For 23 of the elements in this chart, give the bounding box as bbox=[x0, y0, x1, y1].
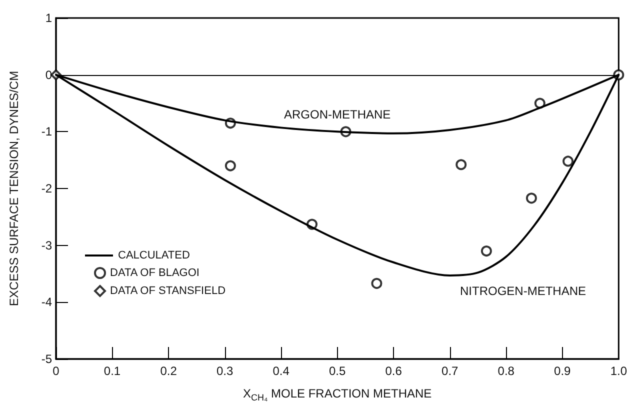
x-tick-label: 0.1 bbox=[104, 364, 121, 378]
legend-label: DATA OF STANSFIELD bbox=[110, 285, 226, 297]
y-tick-label: 1 bbox=[45, 11, 52, 25]
legend-label: CALCULATED bbox=[118, 250, 190, 262]
y-tick-label: -1 bbox=[41, 124, 52, 139]
x-tick-label: 0.2 bbox=[160, 364, 178, 378]
x-tick-label: 0.7 bbox=[442, 364, 459, 378]
x-tick-label: 0.5 bbox=[328, 364, 346, 378]
annotation: NITROGEN-METHANE bbox=[460, 284, 586, 298]
legend-label: DATA OF BLAGOI bbox=[110, 267, 200, 279]
x-tick-label: 0.8 bbox=[498, 364, 515, 378]
x-tick-label: 0.3 bbox=[216, 364, 234, 378]
annotation: ARGON-METHANE bbox=[284, 108, 391, 122]
y-tick-label: -4 bbox=[41, 295, 52, 310]
y-tick-label: 0 bbox=[45, 68, 52, 82]
x-tick-label: 0.9 bbox=[554, 364, 572, 378]
x-tick-label: 0.6 bbox=[385, 364, 402, 378]
x-tick-label: 0.4 bbox=[272, 364, 290, 378]
y-tick-label: -2 bbox=[41, 182, 52, 196]
y-axis-title: EXCESS SURFACE TENSION, DYNES/CM bbox=[7, 70, 21, 306]
y-tick-label: -5 bbox=[41, 352, 52, 366]
x-tick-label: 1.0 bbox=[610, 364, 628, 378]
y-tick-label: -3 bbox=[41, 238, 52, 252]
